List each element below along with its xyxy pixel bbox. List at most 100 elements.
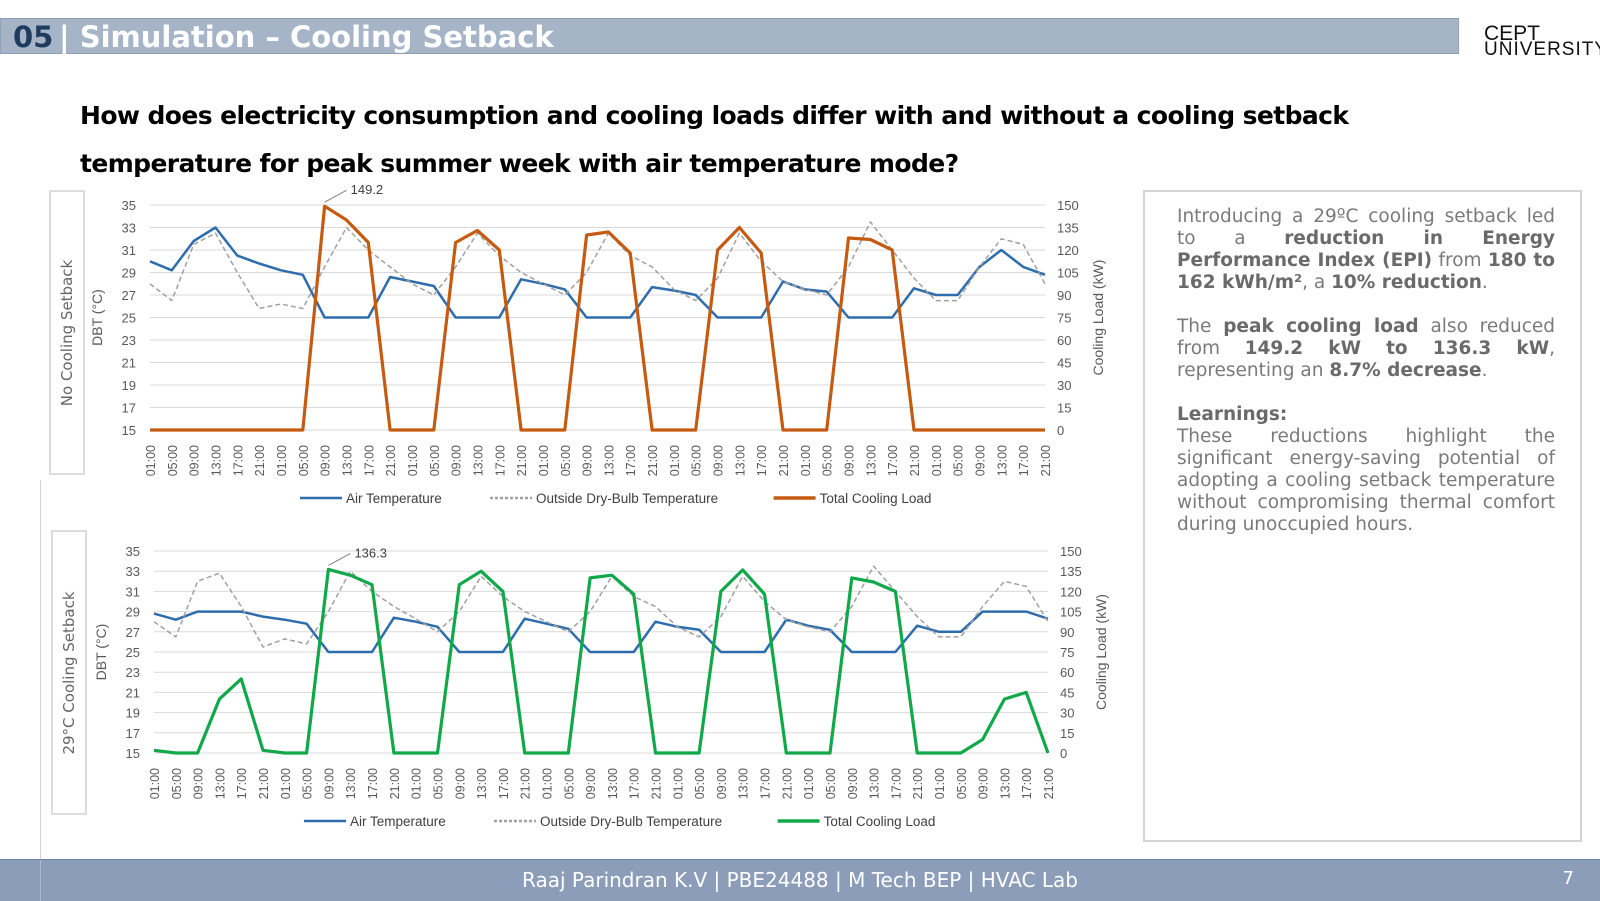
y-tick-label: 29 <box>122 266 136 281</box>
x-tick-label: 09:00 <box>188 445 202 476</box>
x-tick-label: 21:00 <box>780 768 794 799</box>
x-tick-label: 09:00 <box>846 768 860 799</box>
x-tick-label: 05:00 <box>821 445 835 476</box>
x-tick-label: 13:00 <box>209 445 223 476</box>
y2-tick-label: 0 <box>1060 746 1067 761</box>
page-number: 7 <box>1562 868 1574 889</box>
x-tick-label: 05:00 <box>690 445 704 476</box>
x-tick-label: 13:00 <box>475 768 489 799</box>
y-tick-label: 35 <box>122 198 136 213</box>
x-tick-label: 17:00 <box>497 768 511 799</box>
y-tick-label: 33 <box>122 221 136 236</box>
x-tick-label: 13:00 <box>733 445 747 476</box>
y2-tick-label: 135 <box>1060 564 1082 579</box>
info-paragraph-peak: The peak cooling load also reduced from … <box>1177 316 1555 382</box>
y2-tick-label: 0 <box>1057 423 1064 438</box>
x-tick-label: 13:00 <box>340 445 354 476</box>
info-paragraph-learnings: Learnings: These reductions highlight the… <box>1177 404 1555 536</box>
x-tick-label: 13:00 <box>868 768 882 799</box>
info-paragraph-epi: Introducing a 29ºC cooling setback led t… <box>1177 206 1555 294</box>
x-tick-label: 01:00 <box>406 445 420 476</box>
x-tick-label: 21:00 <box>908 445 922 476</box>
x-tick-label: 05:00 <box>166 445 180 476</box>
legend-label-1: Air Temperature <box>350 814 446 829</box>
y2-tick-label: 105 <box>1060 605 1082 620</box>
x-tick-label: 01:00 <box>537 445 551 476</box>
y2-tick-label: 90 <box>1057 288 1071 303</box>
y-axis-label: DBT (°C) <box>93 624 109 681</box>
y-tick-label: 17 <box>126 726 140 741</box>
y2-tick-label: 45 <box>1060 685 1074 700</box>
x-tick-label: 01:00 <box>275 445 289 476</box>
y-tick-label: 17 <box>122 401 136 416</box>
y-tick-label: 25 <box>126 645 140 660</box>
x-tick-label: 01:00 <box>279 768 293 799</box>
info-text-run: . <box>1481 272 1488 293</box>
panel-label-box-bottom: 29°C Cooling Setback <box>51 530 87 815</box>
y-tick-label: 27 <box>122 288 136 303</box>
info-bold-run: 180 to 162 kWh/m² <box>1177 250 1555 293</box>
x-tick-label: 05:00 <box>301 768 315 799</box>
x-tick-label: 05:00 <box>297 445 311 476</box>
y2-tick-label: 60 <box>1057 333 1071 348</box>
x-tick-label: 09:00 <box>977 768 991 799</box>
y2-tick-label: 15 <box>1060 726 1074 741</box>
y-tick-label: 21 <box>126 685 140 700</box>
divider-line <box>40 480 41 860</box>
x-tick-label: 05:00 <box>559 445 573 476</box>
y2-tick-label: 150 <box>1060 544 1082 559</box>
info-text-run: The <box>1177 316 1224 337</box>
info-bold-run: 8.7% decrease <box>1329 360 1482 381</box>
info-bold-run: 10% reduction <box>1331 272 1482 293</box>
series-line-3 <box>153 567 1050 755</box>
logo-text-top: CEPT <box>1484 22 1541 45</box>
info-panel: Introducing a 29ºC cooling setback led t… <box>1143 190 1582 842</box>
y-tick-label: 31 <box>122 243 136 258</box>
series-line-1 <box>153 610 1049 654</box>
series-line-2 <box>149 221 1046 310</box>
x-tick-label: 01:00 <box>410 768 424 799</box>
panel-label-box-top: No Cooling Setback <box>49 190 85 475</box>
legend-label-1: Air Temperature <box>346 491 442 506</box>
university-logo: CEPT UNIVERSITY <box>1484 22 1600 62</box>
x-tick-label: 01:00 <box>148 768 162 799</box>
x-tick-label: 17:00 <box>759 768 773 799</box>
y-tick-label: 25 <box>122 311 136 326</box>
x-tick-label: 05:00 <box>952 445 966 476</box>
x-tick-label: 21:00 <box>388 768 402 799</box>
x-tick-label: 01:00 <box>144 445 158 476</box>
x-tick-label: 21:00 <box>515 445 529 476</box>
x-tick-label: 17:00 <box>493 445 507 476</box>
y-tick-label: 35 <box>126 544 140 559</box>
y-tick-label: 31 <box>126 584 140 599</box>
y-tick-label: 15 <box>126 746 140 761</box>
series-line-3 <box>150 204 1045 432</box>
x-tick-label: 21:00 <box>384 445 398 476</box>
y-tick-label: 29 <box>126 605 140 620</box>
x-tick-label: 17:00 <box>886 445 900 476</box>
x-tick-label: 17:00 <box>366 768 380 799</box>
x-tick-label: 13:00 <box>864 445 878 476</box>
slide-title: | Simulation – Cooling Setback <box>59 20 554 54</box>
x-tick-label: 09:00 <box>192 768 206 799</box>
info-bold-run: reduction in Energy Performance Index (E… <box>1177 228 1555 271</box>
y2-tick-label: 75 <box>1060 645 1074 660</box>
x-tick-label: 05:00 <box>693 768 707 799</box>
y2-axis-label: Cooling Load (kW) <box>1093 594 1109 710</box>
x-tick-label: 17:00 <box>889 768 903 799</box>
y2-axis-label: Cooling Load (kW) <box>1090 260 1106 376</box>
series-line-2 <box>153 565 1049 648</box>
x-tick-label: 01:00 <box>930 445 944 476</box>
x-tick-label: 21:00 <box>253 445 267 476</box>
info-text-run: from <box>1432 250 1488 271</box>
footer-left-block <box>0 860 41 901</box>
x-tick-label: 17:00 <box>231 445 245 476</box>
section-number: 05 <box>13 20 54 54</box>
x-tick-label: 09:00 <box>974 445 988 476</box>
x-tick-label: 13:00 <box>213 768 227 799</box>
y2-tick-label: 30 <box>1057 378 1071 393</box>
x-tick-label: 13:00 <box>606 768 620 799</box>
x-tick-label: 17:00 <box>1020 768 1034 799</box>
learnings-title: Learnings: <box>1177 404 1288 425</box>
y2-tick-label: 90 <box>1060 625 1074 640</box>
